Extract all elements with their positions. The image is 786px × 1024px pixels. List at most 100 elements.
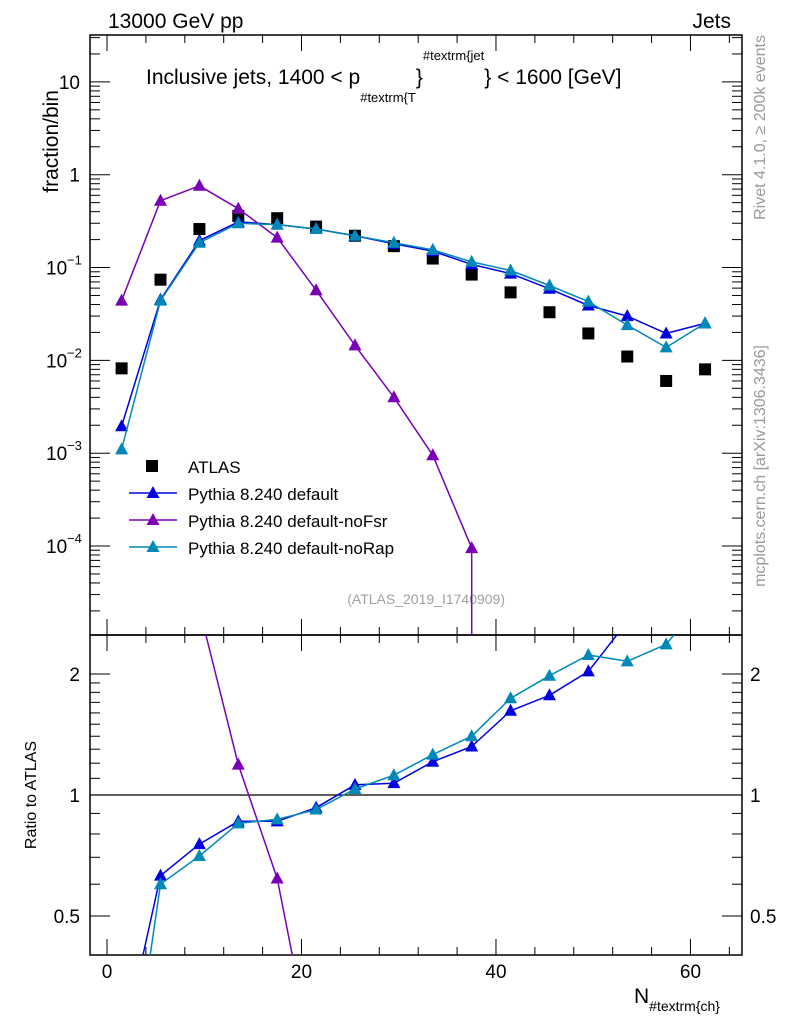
- pythia-8-240-default-nofsr-point: [270, 230, 284, 243]
- pythia-8-240-default-norap-point: [153, 293, 167, 306]
- legend: ATLAS Pythia 8.240 default Pythia 8.240 de…: [129, 458, 394, 558]
- pythia-8-240-default-nofsr-point: [153, 193, 167, 206]
- ratio-y-tick-label: 0.5: [54, 907, 80, 928]
- pythia-8-240-default-nofsr-point: [426, 448, 440, 461]
- pythia-8-240-default-norap-ratio-point: [426, 747, 440, 760]
- x-tick-label: 20: [291, 962, 312, 983]
- pythia-8-240-default-norap-line: [120, 222, 706, 450]
- pythia-8-240-default-norap-point: [465, 254, 479, 267]
- pythia-8-240-default-ratio-point: [192, 837, 206, 850]
- pythia-8-240-default-norap-ratio-point: [387, 768, 401, 781]
- pythia-8-240-default-norap-point: [620, 318, 634, 331]
- pythia-8-240-default-norap-ratio-line: [149, 635, 675, 955]
- pythia-8-240-default-norap-point: [542, 278, 556, 291]
- pythia-8-240-default-norap-point: [192, 235, 206, 248]
- pythia-8-240-default-norap-ratio-point: [504, 691, 518, 704]
- ratio-y-axis-label: Ratio to ATLAS: [23, 741, 40, 849]
- pythia-8-240-default-norap-ratio-point: [270, 812, 284, 825]
- pythia-8-240-default-norap-ratio-point: [659, 637, 673, 650]
- pythia-8-240-default-norap-point: [504, 263, 518, 276]
- ratio-y-tick-label-right: 0.5: [750, 907, 776, 928]
- pythia-8-240-default-norap-point: [231, 216, 245, 229]
- pythia-8-240-default-norap-ratio-point: [231, 816, 245, 829]
- y-tick-label: 10: [46, 259, 67, 280]
- atlas-point: [660, 374, 673, 387]
- pythia-8-240-default-ratio-point: [581, 664, 595, 677]
- pythia-8-240-default-nofsr-point: [465, 541, 479, 554]
- main-y-axis-label: fraction/bin: [40, 90, 63, 193]
- y-tick-exponent: −4: [67, 531, 82, 546]
- pythia-8-240-default-norap-point: [387, 235, 401, 248]
- pythia-8-240-default-norap-point: [270, 217, 284, 230]
- pythia-8-240-default-nofsr-point: [231, 201, 245, 214]
- ratio-y-tick-label-right: 1: [750, 786, 761, 807]
- y-tick-exponent: −3: [67, 438, 82, 453]
- pythia-8-240-default-norap-ratio-point: [153, 877, 167, 890]
- pythia-8-240-default-ratio-point: [465, 739, 479, 752]
- pythia-8-240-default-nofsr-point: [387, 390, 401, 403]
- atlas-point: [543, 306, 556, 319]
- rivet-version-label: Rivet 4.1.0, ≥ 200k events: [752, 35, 769, 220]
- pythia-8-240-default-nofsr-line: [120, 185, 473, 635]
- atlas-point: [465, 268, 478, 281]
- pythia-8-240-default-norap-ratio-point: [465, 729, 479, 742]
- header-right: Jets: [692, 10, 731, 33]
- atlas-point: [154, 273, 167, 286]
- legend-label: ATLAS: [188, 458, 241, 477]
- pythia-8-240-default-norap-point: [348, 228, 362, 241]
- pythia-8-240-default-nofsr-point: [115, 293, 129, 306]
- legend-marker-square: [146, 460, 158, 472]
- y-tick-label: 10: [59, 73, 80, 94]
- pythia-8-240-default-nofsr-ratio-point: [231, 757, 245, 770]
- pythia-8-240-default-norap-ratio-point: [192, 849, 206, 862]
- pythia-8-240-default-norap-point: [426, 242, 440, 255]
- pythia-8-240-default-nofsr-point: [309, 283, 323, 296]
- legend-marker-triangle: [146, 513, 160, 525]
- analysis-watermark: (ATLAS_2019_I1740909): [347, 591, 505, 607]
- pythia-8-240-default-nofsr-ratio-point: [270, 871, 284, 884]
- plot-title: Inclusive jets, 1400 < p#textrm{T}#textr…: [146, 48, 621, 105]
- pythia-8-240-default-norap-ratio-point: [581, 647, 595, 660]
- pythia-8-240-default-norap-ratio-point: [542, 668, 556, 681]
- pythia-8-240-default-ratio-point: [387, 776, 401, 789]
- y-tick-label: 1: [69, 166, 80, 187]
- pythia-8-240-default-norap-point: [698, 316, 712, 329]
- pythia-8-240-default-point: [659, 326, 673, 339]
- atlas-point: [504, 286, 517, 299]
- x-axis-label: N#textrm{ch}: [634, 985, 720, 1014]
- pythia-8-240-default-norap-point: [659, 340, 673, 353]
- pythia-8-240-default-norap-ratio-point: [309, 802, 323, 815]
- pythia-8-240-default-nofsr-point: [192, 178, 206, 191]
- y-tick-exponent: −1: [67, 253, 82, 268]
- pythia-8-240-default-point: [115, 419, 129, 432]
- pythia-8-240-default-nofsr-point: [348, 338, 362, 351]
- legend-marker-triangle: [146, 486, 160, 498]
- pythia-8-240-default-ratio-point: [153, 868, 167, 881]
- x-tick-label: 40: [485, 962, 506, 983]
- pythia-8-240-default-norap-ratio-point: [620, 654, 634, 667]
- y-tick-exponent: −2: [67, 345, 82, 360]
- atlas-point: [193, 223, 206, 236]
- legend-label: Pythia 8.240 default-noFsr: [188, 512, 388, 531]
- ratio-y-tick-label: 2: [69, 665, 80, 686]
- y-tick-label: 10: [46, 537, 67, 558]
- atlas-point: [699, 363, 712, 376]
- atlas-point: [582, 327, 595, 340]
- x-tick-label: 0: [102, 962, 113, 983]
- atlas-point: [115, 362, 128, 375]
- pythia-8-240-default-norap-ratio-point: [348, 781, 362, 794]
- legend-marker-triangle: [146, 540, 160, 552]
- pythia-8-240-default-norap-point: [115, 442, 129, 455]
- pythia-8-240-default-ratio-point: [504, 703, 518, 716]
- x-tick-label: 60: [680, 962, 701, 983]
- pythia-8-240-default-ratio-point: [426, 754, 440, 767]
- header-left: 13000 GeV pp: [108, 10, 243, 33]
- pythia-8-240-default-ratio-point: [542, 688, 556, 701]
- ratio-y-tick-label-right: 2: [750, 665, 761, 686]
- y-tick-label: 10: [46, 444, 67, 465]
- pythia-8-240-default-norap-point: [581, 294, 595, 307]
- pythia-8-240-default-point: [620, 309, 634, 322]
- y-tick-label: 10: [46, 351, 67, 372]
- mcplots-label: mcplots.cern.ch [arXiv:1306.3436]: [752, 345, 769, 587]
